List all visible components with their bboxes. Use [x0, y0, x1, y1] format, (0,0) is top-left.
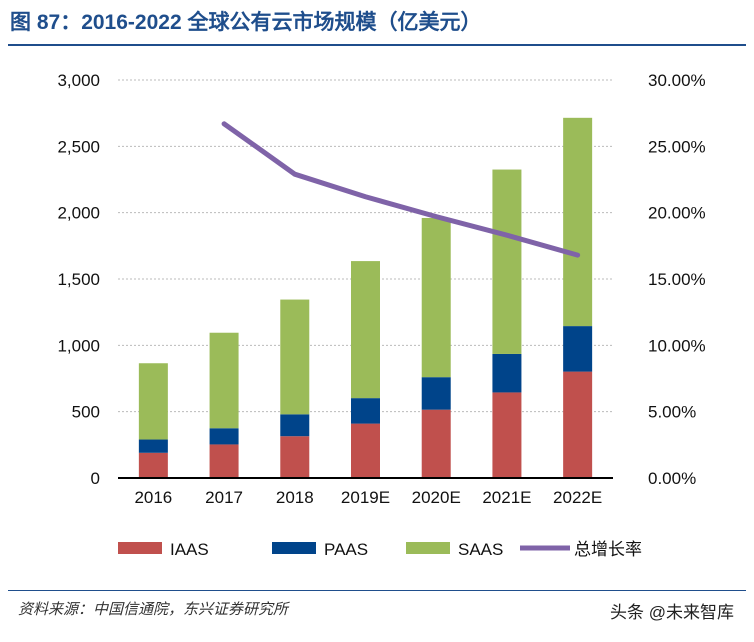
chart: 0 500 1,000 1,500 2,000 2,500 3,000 0.00% 5.00% 1… [57, 71, 706, 559]
legend-swatch [272, 542, 316, 554]
bar-iaas [209, 444, 239, 478]
bar-paas [421, 377, 451, 410]
bar-paas [280, 414, 310, 437]
y2-tick-label: 15.00% [648, 270, 706, 289]
x-tick-label: 2021E [482, 488, 531, 507]
y2-tick-label: 0.00% [648, 469, 696, 488]
y-tick-label: 1,500 [57, 270, 100, 289]
bar-iaas [138, 452, 168, 478]
bar-iaas [492, 392, 522, 478]
y2-tick-label: 5.00% [648, 403, 696, 422]
bar-saas [209, 332, 239, 429]
bar-saas [492, 169, 522, 354]
x-tick-label: 2020E [412, 488, 461, 507]
y-tick-label: 1,000 [57, 336, 100, 355]
bar-saas [421, 217, 451, 378]
bar-iaas [421, 409, 451, 478]
bar-paas [138, 439, 168, 453]
y-tick-label: 500 [72, 403, 100, 422]
bar-paas [563, 326, 593, 372]
y2-tick-label: 25.00% [648, 137, 706, 156]
x-tick-label: 2019E [341, 488, 390, 507]
x-tick-label: 2022E [553, 488, 602, 507]
y-tick-label: 3,000 [57, 71, 100, 90]
bar-saas [280, 299, 310, 415]
line-total-growth [221, 121, 581, 258]
y2-tick-label: 20.00% [648, 204, 706, 223]
x-tick-label: 2017 [205, 488, 243, 507]
x-tick-label: 2016 [134, 488, 172, 507]
bar-iaas [280, 436, 310, 478]
legend-label: IAAS [170, 540, 209, 559]
legend-label: PAAS [324, 540, 368, 559]
legend-swatch [406, 542, 450, 554]
y2-tick-label: 10.00% [648, 336, 706, 355]
y-tick-label: 2,500 [57, 137, 100, 156]
bar-paas [351, 398, 380, 424]
title-divider [8, 44, 746, 46]
legend-label: 总增长率 [574, 540, 642, 559]
chart-title: 图 87：2016-2022 全球公有云市场规模（亿美元） [10, 11, 482, 34]
footer-divider [8, 590, 746, 591]
y-tick-label: 0 [91, 469, 100, 488]
bar-saas [138, 363, 168, 440]
bar-iaas [351, 423, 380, 478]
watermark: 头条 @未来智库 [610, 603, 734, 622]
bar-paas [492, 353, 522, 393]
legend-swatch [118, 542, 162, 554]
y-tick-label: 2,000 [57, 204, 100, 223]
x-tick-label: 2018 [276, 488, 314, 507]
bar-saas [563, 117, 593, 327]
bar-saas [351, 261, 380, 399]
y2-tick-label: 30.00% [648, 71, 706, 90]
bar-paas [209, 428, 239, 445]
source-note: 资料来源：中国信通院，东兴证券研究所 [18, 600, 289, 618]
bar-iaas [563, 371, 593, 478]
legend-label: SAAS [458, 540, 503, 559]
